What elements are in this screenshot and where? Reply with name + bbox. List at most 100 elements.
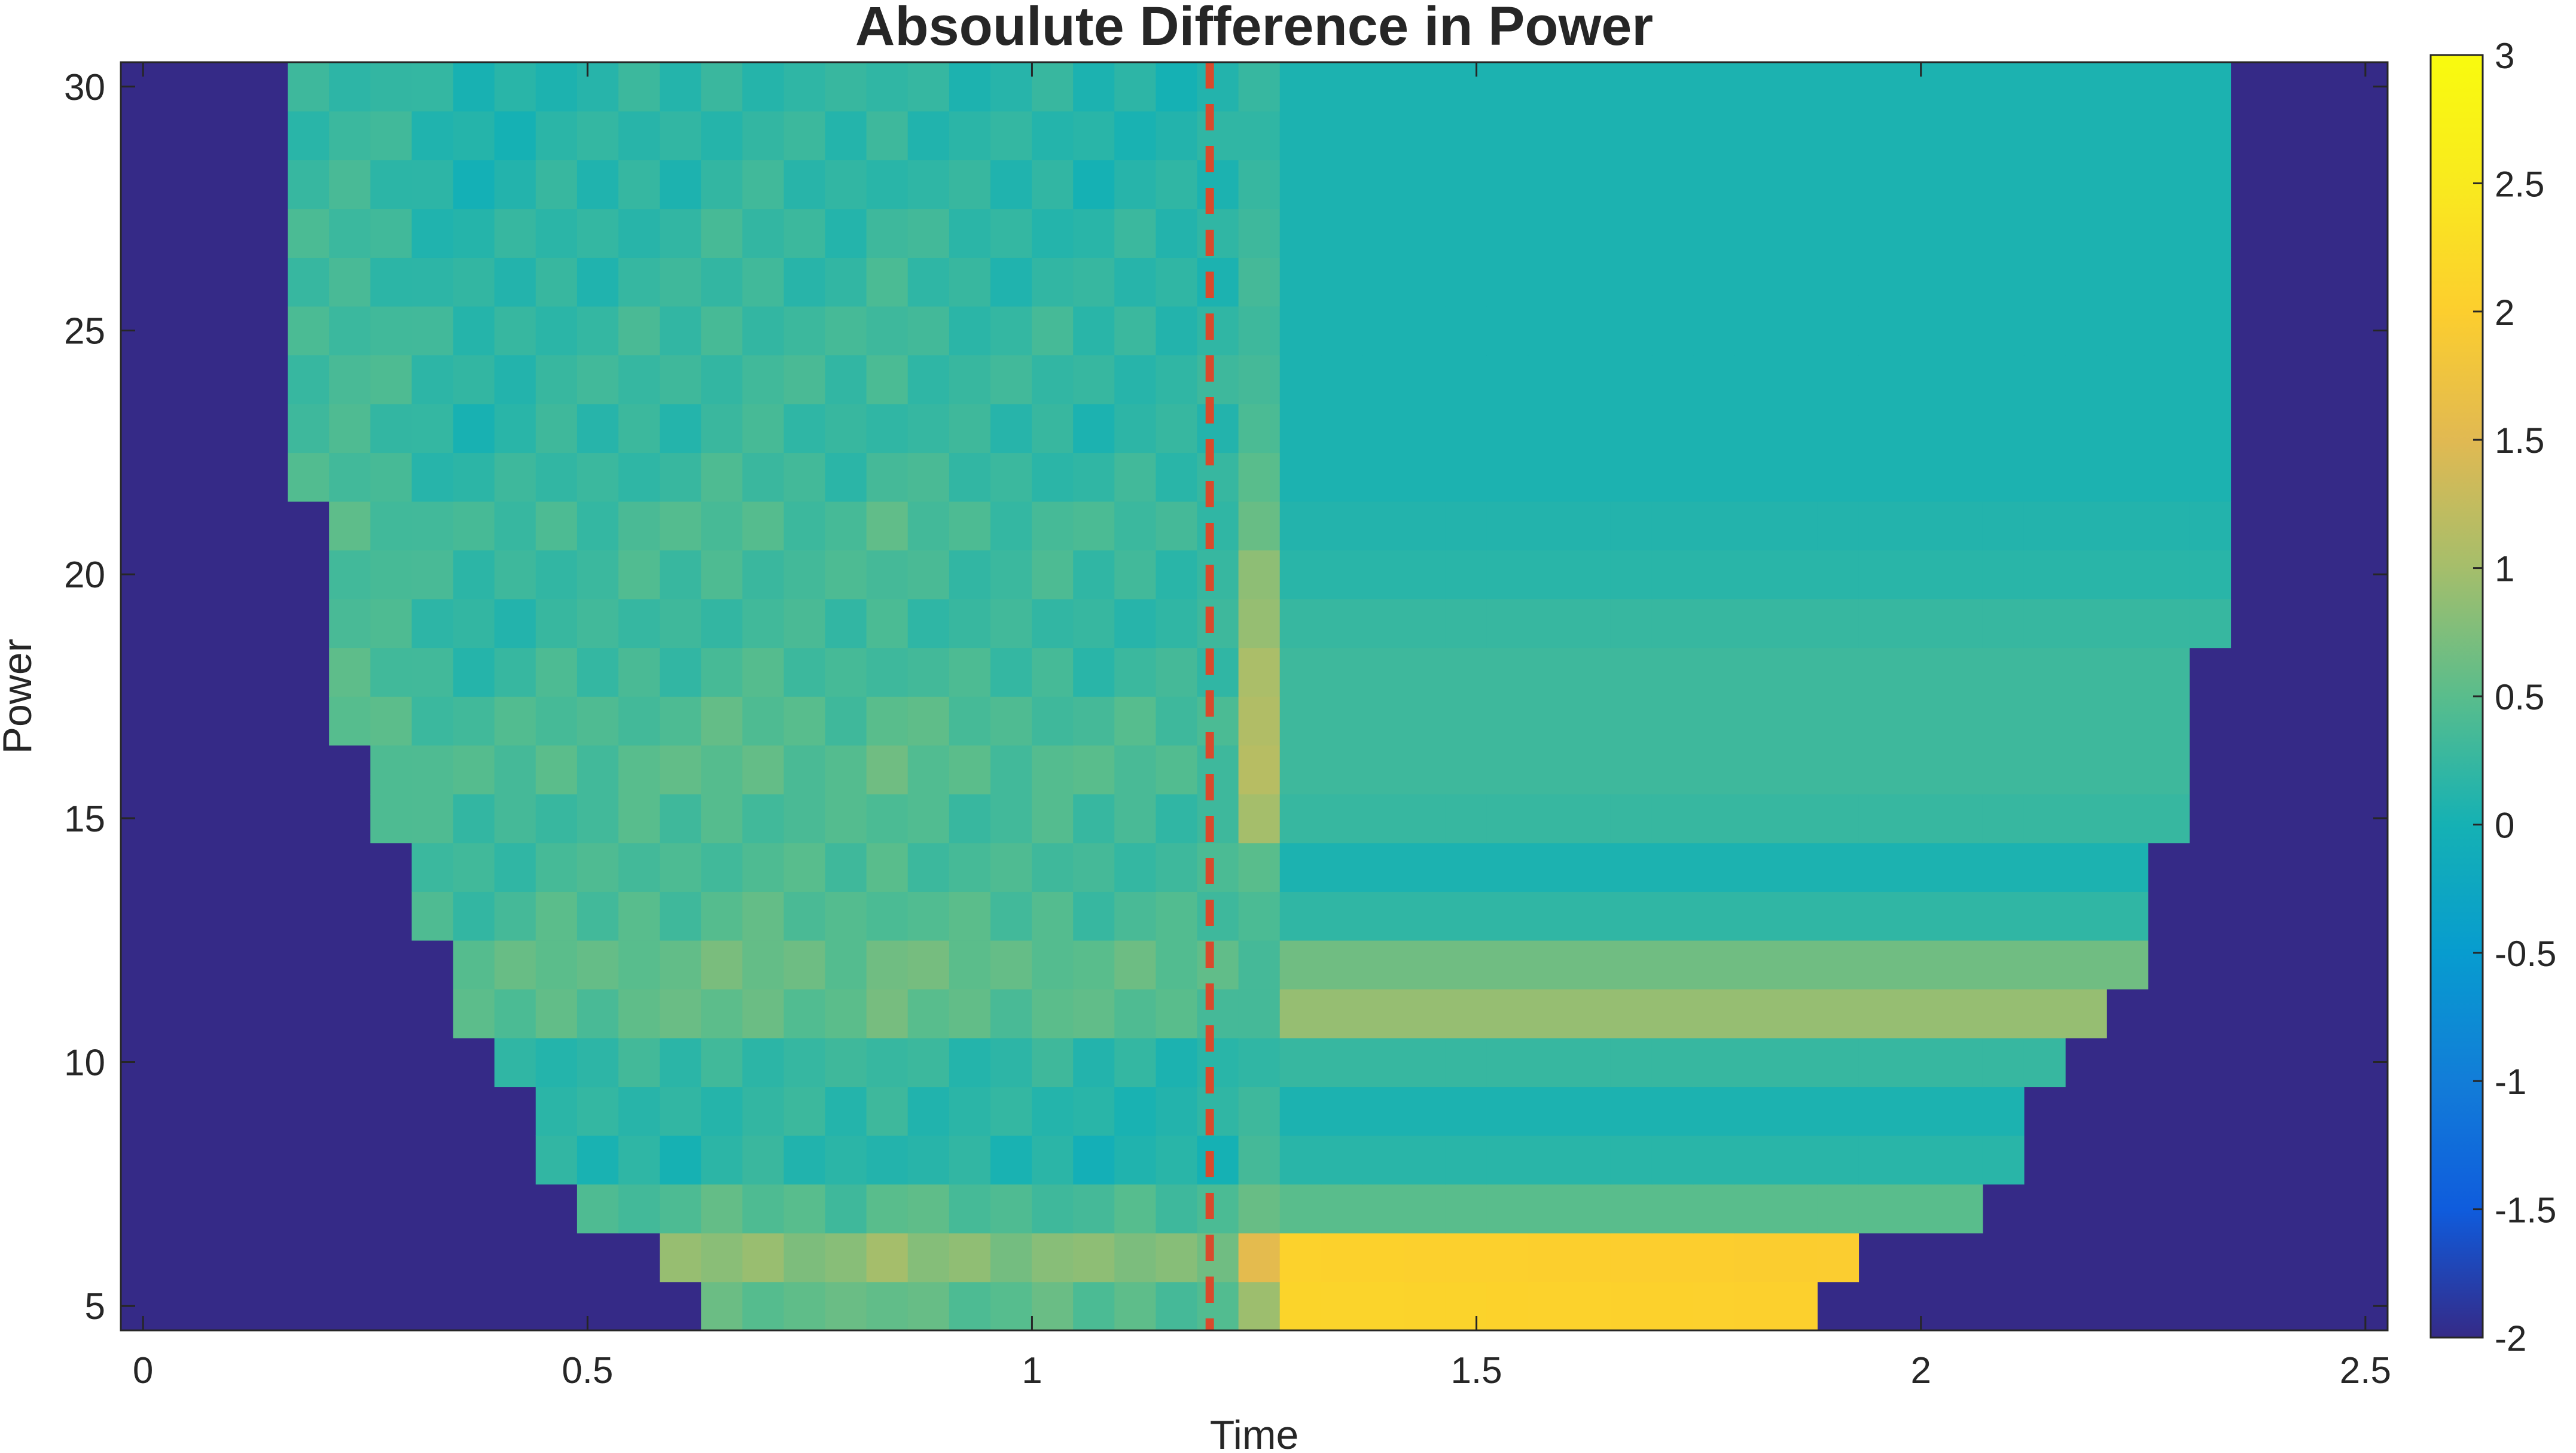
heatmap-cell: [2106, 208, 2148, 258]
y-axis: 5 10 15 20 25 30: [64, 67, 2388, 1327]
heatmap-cell: [1238, 842, 1281, 892]
heatmap-cell: [1156, 647, 1198, 697]
x-axis: 0 0.5 1 1.5 2 2.5: [133, 62, 2391, 1391]
heatmap-cell: [949, 891, 991, 941]
heatmap-cell: [1404, 647, 1446, 697]
heatmap-cell: [1858, 696, 1901, 746]
heatmap-cell: [825, 598, 867, 648]
heatmap-cell: [577, 452, 619, 502]
heatmap-cell: [411, 696, 454, 746]
heatmap-cell: [825, 1232, 867, 1283]
heatmap-cell: [1032, 842, 1074, 892]
heatmap-cell: [1982, 891, 2025, 941]
heatmap-cell: [2023, 111, 2066, 160]
heatmap-cell: [1569, 891, 1611, 941]
heatmap-cell: [1941, 1184, 1983, 1233]
heatmap-cell: [907, 794, 950, 843]
heatmap-cell: [1900, 403, 1942, 453]
heatmap-cell: [1073, 355, 1115, 404]
heatmap-cell: [949, 745, 991, 794]
heatmap-cell: [866, 403, 909, 453]
heatmap-cell: [1569, 257, 1611, 307]
heatmap-cell: [949, 696, 991, 746]
heatmap-cell: [370, 62, 413, 112]
heatmap-cell: [1651, 794, 1694, 843]
heatmap-cell: [1032, 891, 1074, 941]
heatmap-cell: [660, 160, 702, 209]
heatmap-cell: [1032, 257, 1074, 307]
heatmap-cell: [1197, 257, 1239, 307]
heatmap-cell: [1321, 891, 1363, 941]
heatmap-cell: [1528, 452, 1570, 502]
heatmap-cell: [2065, 598, 2107, 648]
heatmap-cell: [825, 160, 867, 209]
heatmap-cell: [411, 355, 454, 404]
heatmap-cell: [1404, 501, 1446, 551]
heatmap-cell: [1032, 355, 1074, 404]
heatmap-cell: [1734, 208, 1776, 258]
heatmap-cell: [2106, 403, 2148, 453]
heatmap-cell: [618, 647, 660, 697]
heatmap-cell: [288, 355, 330, 404]
heatmap-cell: [1610, 111, 1653, 160]
heatmap-cell: [1651, 696, 1694, 746]
heatmap-cell: [1156, 745, 1198, 794]
heatmap-cell: [1321, 501, 1363, 551]
heatmap-cell: [866, 501, 909, 551]
heatmap-cell: [618, 940, 660, 990]
heatmap-cell: [1197, 842, 1239, 892]
heatmap-cell: [2189, 111, 2231, 160]
heatmap-cell: [1569, 989, 1611, 1038]
heatmap-cell: [866, 1281, 909, 1330]
heatmap-cell: [370, 111, 413, 160]
heatmap-cell: [1156, 160, 1198, 209]
heatmap-cell: [1321, 696, 1363, 746]
heatmap-cell: [1156, 208, 1198, 258]
heatmap-cell: [825, 1037, 867, 1088]
heatmap-cell: [411, 208, 454, 258]
heatmap-cell: [1279, 598, 1322, 648]
heatmap-cell: [1445, 306, 1487, 356]
heatmap-cell: [1776, 1037, 1818, 1088]
heatmap-cell: [825, 1086, 867, 1136]
heatmap-cell: [1528, 257, 1570, 307]
heatmap-cell: [1073, 1037, 1115, 1088]
heatmap-cell: [1569, 1184, 1611, 1233]
heatmap-cell: [453, 647, 495, 697]
heatmap-cell: [907, 1135, 950, 1185]
heatmap-cell: [742, 745, 785, 794]
heatmap-cell: [1610, 1281, 1653, 1330]
heatmap-cell: [1528, 794, 1570, 843]
heatmap-cell: [2106, 550, 2148, 599]
heatmap-cell: [866, 1086, 909, 1136]
heatmap-cell: [866, 1135, 909, 1185]
heatmap-cell: [742, 989, 785, 1038]
heatmap-cell: [784, 306, 826, 356]
heatmap-cell: [453, 355, 495, 404]
heatmap-cell: [1734, 160, 1776, 209]
heatmap-cell: [907, 208, 950, 258]
heatmap-cell: [1238, 111, 1281, 160]
heatmap-cell: [949, 111, 991, 160]
heatmap-cell: [2148, 160, 2190, 209]
heatmap-cell: [2106, 452, 2148, 502]
heatmap-cell: [2189, 501, 2231, 551]
heatmap-cell: [411, 647, 454, 697]
heatmap-cell: [1197, 1135, 1239, 1185]
heatmap-cell: [1734, 1135, 1776, 1185]
y-axis-label: Power: [0, 639, 40, 754]
heatmap-cell: [1610, 1232, 1653, 1283]
heatmap-cell: [329, 598, 371, 648]
heatmap-cell: [1114, 208, 1157, 258]
heatmap-cell: [1693, 355, 1735, 404]
heatmap-cell: [618, 745, 660, 794]
heatmap-cell: [1982, 501, 2025, 551]
heatmap-cell: [949, 355, 991, 404]
heatmap-cell: [1238, 403, 1281, 453]
heatmap-cell: [1528, 598, 1570, 648]
heatmap-cell: [1817, 940, 1859, 990]
x-tick-label: 1: [1022, 1350, 1042, 1391]
heatmap-cell: [1279, 1184, 1322, 1233]
heatmap-cell: [1858, 452, 1901, 502]
heatmap-cell: [1156, 842, 1198, 892]
